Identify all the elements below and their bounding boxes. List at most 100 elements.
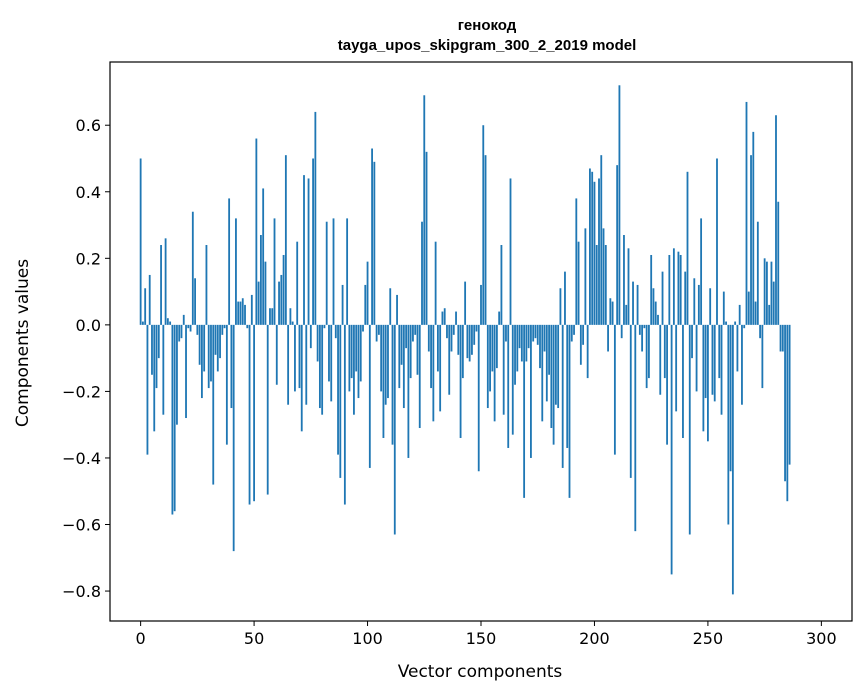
chart-title-line-2: tayga_upos_skipgram_300_2_2019 model xyxy=(338,37,637,54)
bar-76 xyxy=(312,158,314,325)
bar-47 xyxy=(246,324,249,329)
bar-219 xyxy=(636,284,639,325)
bar-267 xyxy=(745,101,748,325)
x-tick-label: 150 xyxy=(466,629,497,648)
bar-100 xyxy=(366,261,369,325)
bar-226 xyxy=(652,288,655,325)
bar-95 xyxy=(355,324,358,372)
bar-40 xyxy=(230,324,233,409)
bar-111 xyxy=(391,324,394,445)
bar-51 xyxy=(255,138,258,325)
bar-285 xyxy=(786,324,789,502)
bar-248 xyxy=(702,324,705,432)
bar-139 xyxy=(455,311,457,325)
bar-179 xyxy=(545,324,548,402)
bar-166 xyxy=(516,324,519,372)
bar-182 xyxy=(552,324,555,445)
bar-158 xyxy=(498,311,501,325)
bar-130 xyxy=(434,241,437,325)
bar-180 xyxy=(548,324,550,375)
bar-136 xyxy=(448,324,451,395)
bar-278 xyxy=(770,261,773,325)
bar-225 xyxy=(650,254,653,325)
bar-279 xyxy=(772,281,775,325)
bar-118 xyxy=(407,324,410,458)
bar-144 xyxy=(466,324,469,359)
bar-176 xyxy=(539,324,541,369)
bar-5 xyxy=(151,324,153,375)
y-tick-label: −0.2 xyxy=(62,382,101,401)
bar-19 xyxy=(182,314,185,325)
y-axis-ticks: −0.8 −0.6 −0.4 −0.2 0.0 0.2 0.4 0.6 xyxy=(62,116,110,601)
bar-3 xyxy=(146,324,149,455)
bar-246 xyxy=(697,284,700,325)
bar-173 xyxy=(532,324,535,342)
bar-125 xyxy=(423,95,426,325)
bar-150 xyxy=(480,284,482,325)
bar-110 xyxy=(389,288,392,325)
bar-32 xyxy=(212,324,215,485)
bar-190 xyxy=(570,324,573,342)
bar-243 xyxy=(691,324,693,359)
bar-245 xyxy=(695,324,698,392)
bar-197 xyxy=(586,324,589,379)
bar-259 xyxy=(727,324,730,525)
bar-102 xyxy=(371,148,373,325)
bar-154 xyxy=(489,324,491,392)
bar-42 xyxy=(235,218,237,325)
bar-184 xyxy=(557,324,560,409)
bar-268 xyxy=(747,291,750,325)
bar-217 xyxy=(632,281,634,325)
bar-92 xyxy=(348,324,351,392)
bar-16 xyxy=(176,324,178,425)
bar-228 xyxy=(657,314,659,325)
bar-253 xyxy=(713,324,716,402)
bar-21 xyxy=(187,324,190,329)
bar-31 xyxy=(210,324,212,382)
bar-161 xyxy=(505,324,507,342)
bar-97 xyxy=(359,324,362,382)
bar-123 xyxy=(418,324,421,429)
bar-138 xyxy=(452,324,455,335)
bar-67 xyxy=(291,321,294,325)
bar-86 xyxy=(334,324,337,339)
x-tick-label: 200 xyxy=(579,629,610,648)
bar-192 xyxy=(575,198,578,325)
bar-283 xyxy=(781,324,784,352)
bar-254 xyxy=(716,158,718,325)
bar-90 xyxy=(343,324,346,505)
bar-72 xyxy=(303,175,305,325)
bar-240 xyxy=(684,271,687,325)
bar-203 xyxy=(600,155,603,325)
bar-14 xyxy=(171,324,174,515)
bar-53 xyxy=(259,235,262,325)
bar-7 xyxy=(155,324,158,389)
bar-128 xyxy=(430,324,432,389)
bar-28 xyxy=(203,324,206,372)
bar-169 xyxy=(523,324,526,498)
bar-61 xyxy=(278,281,280,325)
bar-261 xyxy=(731,324,734,595)
bar-232 xyxy=(666,324,668,445)
bar-222 xyxy=(643,324,646,329)
bar-214 xyxy=(625,304,628,325)
bar-30 xyxy=(207,324,210,389)
bar-87 xyxy=(337,324,339,455)
bar-244 xyxy=(693,278,696,325)
bar-186 xyxy=(561,324,564,468)
bar-22 xyxy=(189,324,192,332)
bar-170 xyxy=(525,324,528,362)
chart-title-line-1: генокод xyxy=(458,17,517,34)
bar-18 xyxy=(180,324,183,339)
bar-147 xyxy=(473,324,476,345)
bar-196 xyxy=(584,228,587,325)
y-tick-label: 0.6 xyxy=(76,116,101,135)
bar-151 xyxy=(482,125,485,325)
bar-146 xyxy=(471,324,473,355)
y-tick-label: 0.2 xyxy=(76,249,101,268)
bar-68 xyxy=(294,324,296,392)
bar-213 xyxy=(623,235,625,325)
y-tick-label: −0.6 xyxy=(62,516,101,535)
bar-223 xyxy=(645,324,648,389)
